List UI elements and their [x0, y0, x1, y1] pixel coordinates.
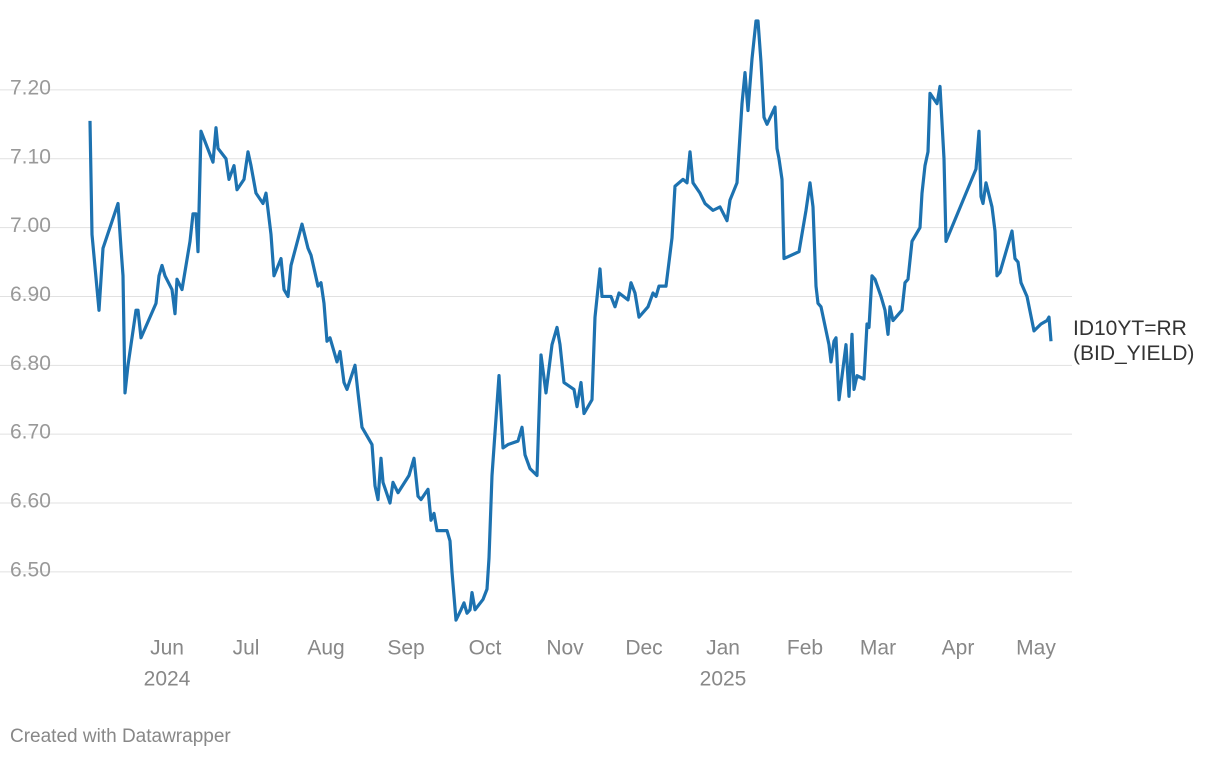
- x-tick-label: Apr: [942, 637, 975, 660]
- y-tick-label: 7.10: [10, 145, 51, 168]
- line: [88, 19, 1053, 622]
- series-label-line: (BID_YIELD): [1073, 342, 1194, 365]
- x-tick-label: Jun: [150, 637, 184, 660]
- y-tick-label: 6.70: [10, 421, 51, 444]
- x-tick-label: Feb: [787, 637, 823, 660]
- y-tick-label: 7.00: [10, 214, 51, 237]
- series-label-line: ID10YT=RR: [1073, 317, 1187, 340]
- x-tick-label: Sep: [387, 637, 424, 660]
- y-tick-label: 6.90: [10, 283, 51, 306]
- y-tick-label: 6.60: [10, 490, 51, 513]
- x-tick-label: Nov: [546, 637, 584, 660]
- y-tick-label: 6.80: [10, 352, 51, 375]
- x-tick-label: Mar: [860, 637, 896, 660]
- x-tick-label: Dec: [625, 637, 662, 660]
- y-tick-label: 7.20: [10, 76, 51, 99]
- year-label: 2025: [700, 668, 747, 691]
- x-tick-label: Oct: [469, 637, 502, 660]
- x-tick-label: Jul: [233, 637, 260, 660]
- x-tick-label: May: [1016, 637, 1056, 660]
- year-label: 2024: [144, 668, 191, 691]
- footer: Created with Datawrapper: [10, 726, 231, 747]
- y-tick-label: 6.50: [10, 558, 51, 581]
- series-label: ID10YT=RR (BID_YIELD): [1073, 317, 1194, 365]
- x-tick-label: Jan: [706, 637, 740, 660]
- x-tick-label: Aug: [307, 637, 344, 660]
